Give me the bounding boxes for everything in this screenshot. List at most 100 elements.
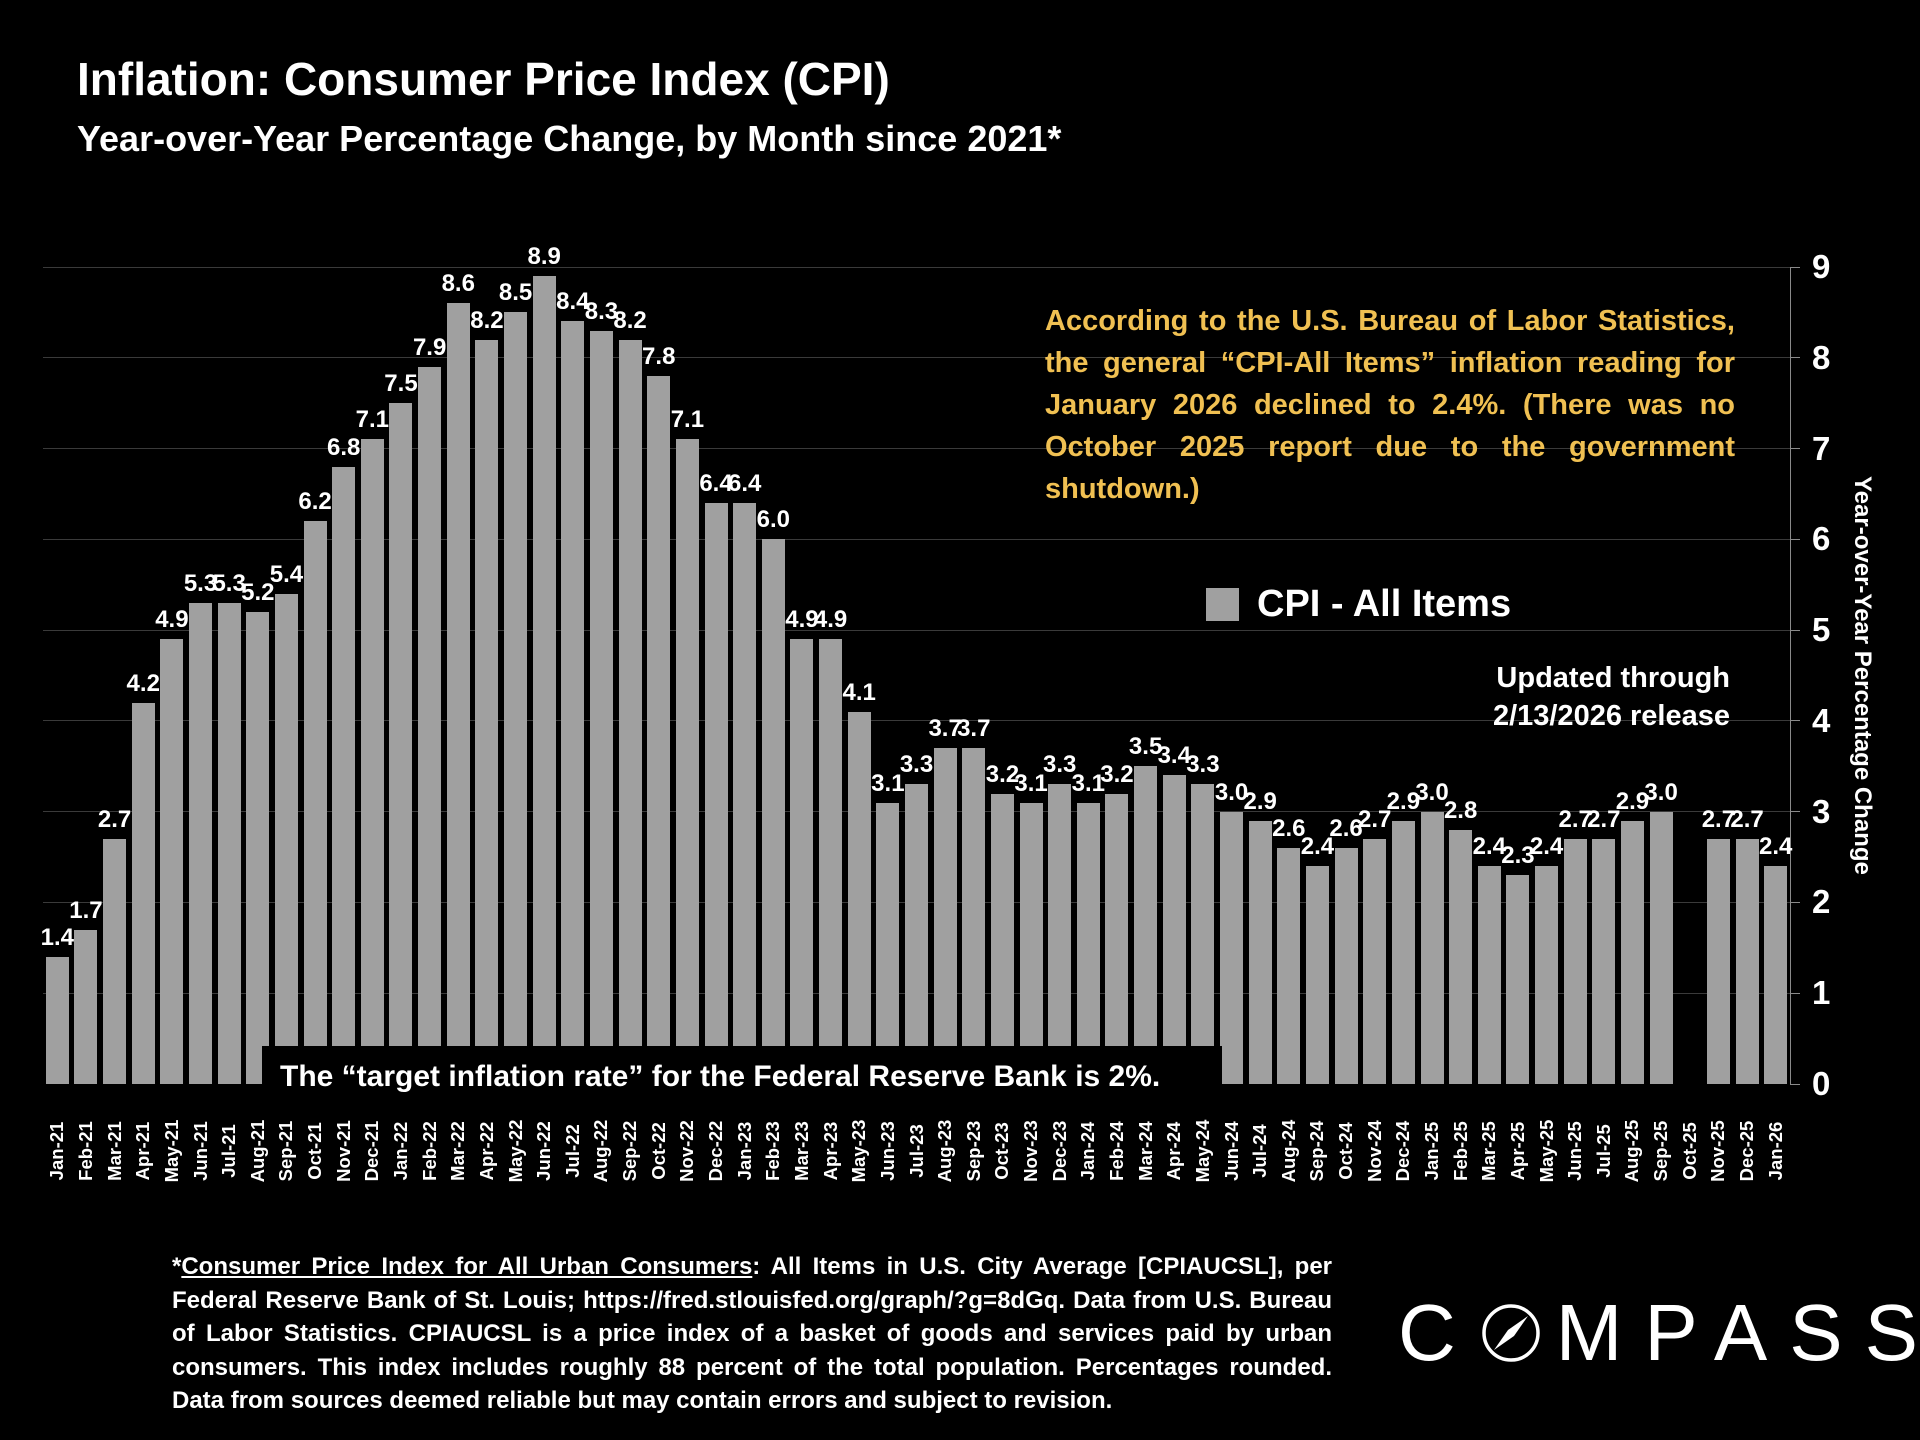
x-axis-label: Aug-21 [246, 1119, 268, 1183]
bar [160, 639, 184, 1084]
x-axis-label: Feb-23 [762, 1121, 784, 1181]
gridline [43, 266, 1790, 268]
bar-value-label: 2.6 [1329, 814, 1363, 842]
bar-value-label: 3.2 [985, 760, 1020, 788]
x-axis-label: Aug-22 [590, 1119, 612, 1183]
footnote: *Consumer Price Index for All Urban Cons… [172, 1250, 1332, 1418]
y-axis-tick [1790, 448, 1800, 450]
y-axis-tick [1790, 538, 1800, 540]
bar-value-label: 6.4 [699, 470, 733, 498]
bar-value-label: 2.4 [1529, 833, 1564, 861]
x-axis-label: Jul-22 [561, 1124, 583, 1178]
y-axis-tick-label: 5 [1812, 611, 1831, 649]
bar [446, 303, 470, 1084]
x-axis-label: Nov-22 [676, 1120, 698, 1182]
bar-value-label: 7.5 [384, 370, 418, 398]
bar [332, 466, 356, 1084]
bar [990, 793, 1014, 1084]
bar [1706, 838, 1730, 1084]
bar [360, 439, 384, 1084]
x-axis-label: Apr-23 [819, 1121, 841, 1181]
y-axis-tick-label: 9 [1812, 248, 1831, 285]
x-axis-label: May-22 [504, 1119, 526, 1183]
bar-value-label: 7.9 [412, 333, 447, 361]
bar [189, 602, 213, 1084]
bar-value-label: 8.4 [556, 288, 590, 316]
x-axis-label: Aug-24 [1277, 1119, 1299, 1183]
bar-value-label: 8.3 [584, 297, 619, 325]
bar [246, 611, 270, 1084]
y-axis-tick [1790, 1083, 1800, 1085]
x-axis-label: Jun-22 [533, 1121, 555, 1181]
logo-letter-c: C [1398, 1288, 1478, 1377]
bar-value-label: 8.6 [441, 270, 475, 298]
x-axis-label: Sep-23 [962, 1120, 984, 1182]
x-axis-label: Mar-25 [1478, 1121, 1500, 1181]
x-axis-label: Nov-23 [1020, 1120, 1042, 1182]
bar-value-label: 6.8 [327, 433, 361, 461]
gridline [43, 629, 1790, 631]
bar-value-label: 5.3 [212, 569, 246, 597]
x-axis-label: May-21 [160, 1119, 182, 1183]
bar-value-label: 5.2 [241, 578, 275, 606]
y-axis-line [1790, 267, 1791, 1084]
x-axis-label: Feb-24 [1105, 1121, 1127, 1181]
bar [1048, 784, 1072, 1084]
bar [1105, 793, 1129, 1084]
x-axis-label: Nov-24 [1363, 1120, 1385, 1182]
bar-value-label: 2.6 [1272, 814, 1306, 842]
bar [1449, 829, 1473, 1084]
bar-value-label: 2.7 [97, 805, 132, 833]
target-note: The “target inflation rate” for the Fede… [262, 1046, 1222, 1108]
bar [962, 748, 986, 1084]
bar-value-label: 2.9 [1243, 787, 1277, 815]
x-axis-label: Dec-21 [361, 1120, 383, 1182]
y-axis-tick-label: 0 [1812, 1065, 1831, 1102]
bar-value-label: 7.1 [355, 406, 390, 434]
x-axis-label: Sep-24 [1306, 1120, 1328, 1182]
bar-value-label: 4.9 [813, 606, 848, 634]
bar-value-label: 2.8 [1443, 796, 1478, 824]
bar [1277, 847, 1301, 1084]
bar [876, 802, 900, 1084]
bar [589, 330, 613, 1084]
bar-value-label: 3.1 [1071, 769, 1106, 797]
x-axis-label: Aug-23 [934, 1119, 956, 1183]
bar-value-label: 6.0 [756, 506, 790, 534]
x-axis-label: Sep-25 [1650, 1120, 1672, 1182]
y-axis-tick-label: 1 [1812, 974, 1831, 1012]
x-axis-label: Feb-25 [1449, 1121, 1471, 1181]
bar-value-label: 3.0 [1644, 778, 1678, 806]
bar-value-label: 3.1 [1014, 769, 1048, 797]
bar [1506, 875, 1530, 1084]
bar [561, 321, 585, 1084]
bar [933, 748, 957, 1084]
bar [618, 339, 642, 1084]
y-axis-tick-label: 8 [1812, 338, 1831, 376]
bar [675, 439, 699, 1084]
bar-value-label: 3.7 [957, 715, 991, 743]
y-axis-tick [1790, 901, 1800, 903]
bar [1477, 866, 1501, 1084]
footnote-underlined: Consumer Price Index for All Urban Consu… [181, 1253, 753, 1280]
x-axis-label: Mar-24 [1134, 1121, 1156, 1181]
bar [475, 339, 499, 1084]
bar-value-label: 3.0 [1214, 778, 1249, 806]
bar-value-label: 2.7 [1558, 805, 1592, 833]
bar [761, 539, 785, 1084]
x-axis-label: Aug-25 [1621, 1119, 1643, 1183]
bar [1563, 838, 1587, 1084]
footnote-asterisk: * [172, 1253, 182, 1280]
x-axis-label: Jan-25 [1421, 1121, 1442, 1181]
x-axis-label: Jan-24 [1077, 1121, 1099, 1181]
x-axis-label: Oct-25 [1678, 1122, 1700, 1180]
x-axis-label: May-25 [1535, 1119, 1557, 1183]
page-subtitle: Year-over-Year Percentage Change, by Mon… [77, 118, 1062, 159]
bar [1592, 838, 1616, 1084]
bar-value-label: 3.0 [1415, 778, 1449, 806]
x-axis-label: Jun-24 [1220, 1121, 1242, 1181]
bar [103, 838, 127, 1084]
bar-value-label: 6.2 [298, 488, 332, 516]
x-axis-label: Apr-24 [1163, 1121, 1185, 1181]
updated-line2: 2/13/2026 release [1492, 699, 1730, 732]
